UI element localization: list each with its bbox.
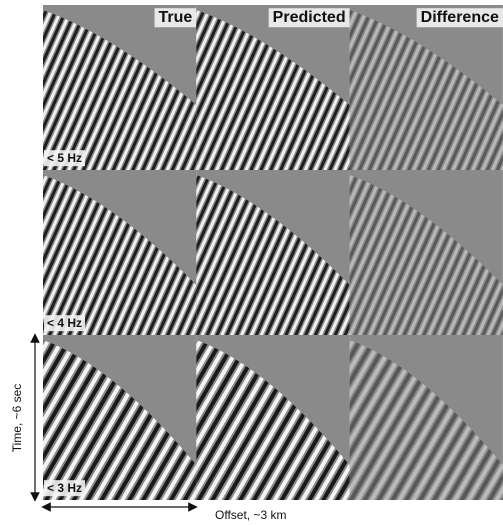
label-box — [268, 8, 350, 28]
label-box — [44, 150, 86, 167]
seismic-wavefield — [349, 340, 503, 500]
seismic-wavefield — [196, 10, 350, 170]
row-label: < 5 Hz — [47, 151, 82, 165]
column-label: Difference — [421, 9, 499, 26]
seismic-wavefield — [349, 175, 503, 335]
row-label: < 4 Hz — [47, 316, 82, 330]
label-box — [44, 315, 86, 332]
seismic-wavefield — [43, 175, 197, 335]
seismic-wavefield — [349, 10, 503, 170]
time-label: Time, ~6 sec — [10, 384, 24, 453]
column-label: True — [159, 9, 193, 26]
column-label: Predicted — [273, 9, 346, 26]
label-box — [154, 8, 197, 28]
panel-grid: True < 5 Hz Predicted Difference < 4 Hz < 3 H… — [43, 5, 503, 500]
offset-label: Offset, ~3 km — [215, 508, 286, 522]
label-box — [416, 8, 503, 28]
label-box — [44, 480, 86, 497]
seismic-wavefield — [196, 340, 350, 500]
seismic-wavefield — [196, 175, 350, 335]
row-label: < 3 Hz — [47, 481, 82, 495]
seismic-wavefield — [43, 10, 197, 170]
seismic-wavefield — [43, 340, 197, 500]
